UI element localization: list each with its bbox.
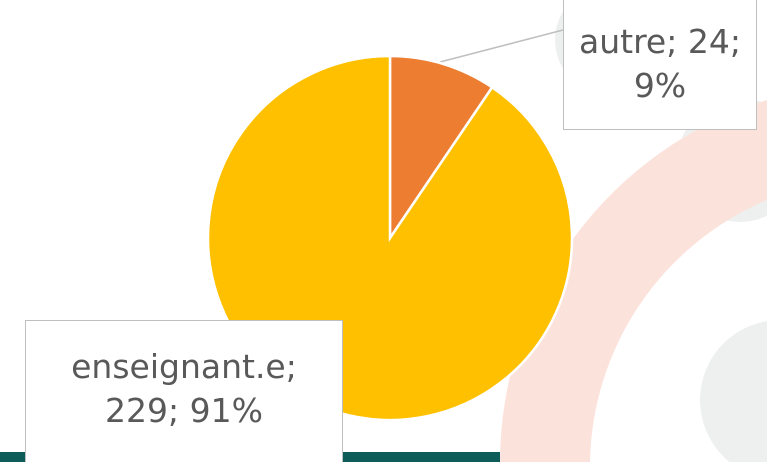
leader-line [439, 29, 564, 63]
data-label: enseignant.e; 229; 91% [25, 320, 343, 462]
bg-circle [700, 321, 767, 462]
pie-slice [388, 54, 494, 243]
bg-arc [500, 100, 767, 462]
data-label: autre; 24; 9% [563, 0, 757, 130]
